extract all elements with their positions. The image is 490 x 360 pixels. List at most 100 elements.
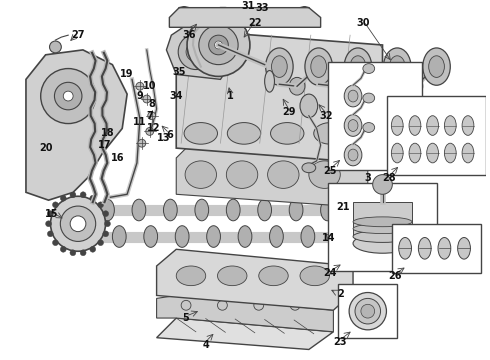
Text: 9: 9	[137, 91, 143, 101]
Polygon shape	[26, 50, 127, 200]
Circle shape	[48, 231, 53, 237]
Ellipse shape	[289, 199, 303, 221]
Text: 33: 33	[255, 3, 269, 13]
Ellipse shape	[409, 116, 421, 135]
Ellipse shape	[462, 116, 474, 135]
Polygon shape	[157, 296, 333, 332]
Ellipse shape	[363, 123, 375, 132]
Text: 25: 25	[324, 166, 337, 176]
Text: 34: 34	[170, 91, 183, 101]
Ellipse shape	[195, 199, 209, 221]
Ellipse shape	[407, 77, 423, 95]
Ellipse shape	[409, 143, 421, 163]
Ellipse shape	[344, 48, 372, 85]
Circle shape	[80, 192, 86, 198]
Ellipse shape	[348, 90, 358, 102]
Circle shape	[199, 25, 238, 65]
Circle shape	[186, 42, 206, 62]
Ellipse shape	[384, 48, 411, 85]
Ellipse shape	[348, 120, 358, 131]
Polygon shape	[157, 318, 333, 350]
Circle shape	[373, 175, 392, 194]
Text: 19: 19	[121, 69, 134, 80]
Text: 10: 10	[143, 81, 156, 91]
Bar	[338, 284, 397, 338]
Circle shape	[143, 95, 151, 103]
Ellipse shape	[265, 71, 274, 92]
Text: 8: 8	[148, 99, 155, 109]
Ellipse shape	[344, 144, 362, 166]
Ellipse shape	[390, 56, 405, 77]
Text: 2: 2	[337, 289, 343, 300]
Circle shape	[290, 300, 300, 310]
Ellipse shape	[418, 238, 431, 259]
Text: 36: 36	[182, 30, 196, 40]
Text: 31: 31	[241, 1, 255, 11]
Ellipse shape	[175, 226, 189, 247]
Ellipse shape	[458, 238, 470, 259]
Circle shape	[50, 196, 105, 251]
Ellipse shape	[144, 226, 158, 247]
Bar	[328, 183, 437, 271]
Circle shape	[60, 246, 66, 252]
Circle shape	[60, 206, 96, 242]
Circle shape	[215, 41, 222, 49]
Ellipse shape	[361, 304, 375, 318]
Ellipse shape	[392, 143, 403, 163]
Ellipse shape	[238, 226, 252, 247]
Bar	[388, 96, 486, 175]
Circle shape	[181, 300, 191, 310]
Text: 7: 7	[147, 111, 153, 121]
Circle shape	[90, 246, 96, 252]
Ellipse shape	[368, 77, 384, 95]
Circle shape	[98, 240, 103, 246]
Polygon shape	[170, 8, 320, 27]
Text: 11: 11	[133, 117, 147, 127]
Ellipse shape	[207, 226, 220, 247]
Ellipse shape	[314, 123, 347, 144]
Ellipse shape	[218, 266, 247, 285]
Circle shape	[218, 300, 227, 310]
Circle shape	[70, 216, 86, 231]
Polygon shape	[157, 249, 353, 310]
Ellipse shape	[268, 161, 299, 188]
Ellipse shape	[81, 226, 95, 247]
Text: 27: 27	[71, 30, 85, 40]
Circle shape	[187, 14, 250, 76]
Ellipse shape	[399, 238, 412, 259]
Circle shape	[146, 127, 154, 135]
Ellipse shape	[353, 234, 412, 253]
Ellipse shape	[353, 224, 412, 234]
Text: 12: 12	[147, 123, 160, 134]
Ellipse shape	[300, 266, 329, 285]
Ellipse shape	[353, 231, 412, 242]
Text: 17: 17	[98, 140, 111, 150]
Ellipse shape	[259, 266, 288, 285]
Bar	[353, 202, 412, 237]
Text: 26: 26	[389, 271, 402, 281]
Ellipse shape	[344, 85, 362, 107]
Text: 4: 4	[202, 339, 209, 350]
Text: 5: 5	[183, 313, 190, 323]
Ellipse shape	[320, 199, 334, 221]
Polygon shape	[167, 25, 235, 79]
Text: 15: 15	[45, 209, 58, 219]
Text: 6: 6	[166, 130, 173, 140]
Ellipse shape	[100, 199, 114, 221]
Ellipse shape	[427, 143, 439, 163]
Circle shape	[52, 240, 58, 246]
Ellipse shape	[350, 56, 366, 77]
Ellipse shape	[363, 93, 375, 103]
Text: 16: 16	[111, 153, 124, 163]
Ellipse shape	[305, 48, 332, 85]
Text: 22: 22	[248, 18, 262, 28]
Ellipse shape	[176, 266, 206, 285]
Text: 30: 30	[356, 18, 369, 28]
Ellipse shape	[353, 217, 412, 227]
Text: 24: 24	[324, 268, 337, 278]
Ellipse shape	[349, 293, 387, 330]
Ellipse shape	[270, 226, 283, 247]
Bar	[328, 62, 422, 170]
Circle shape	[136, 82, 144, 90]
Circle shape	[63, 91, 73, 101]
